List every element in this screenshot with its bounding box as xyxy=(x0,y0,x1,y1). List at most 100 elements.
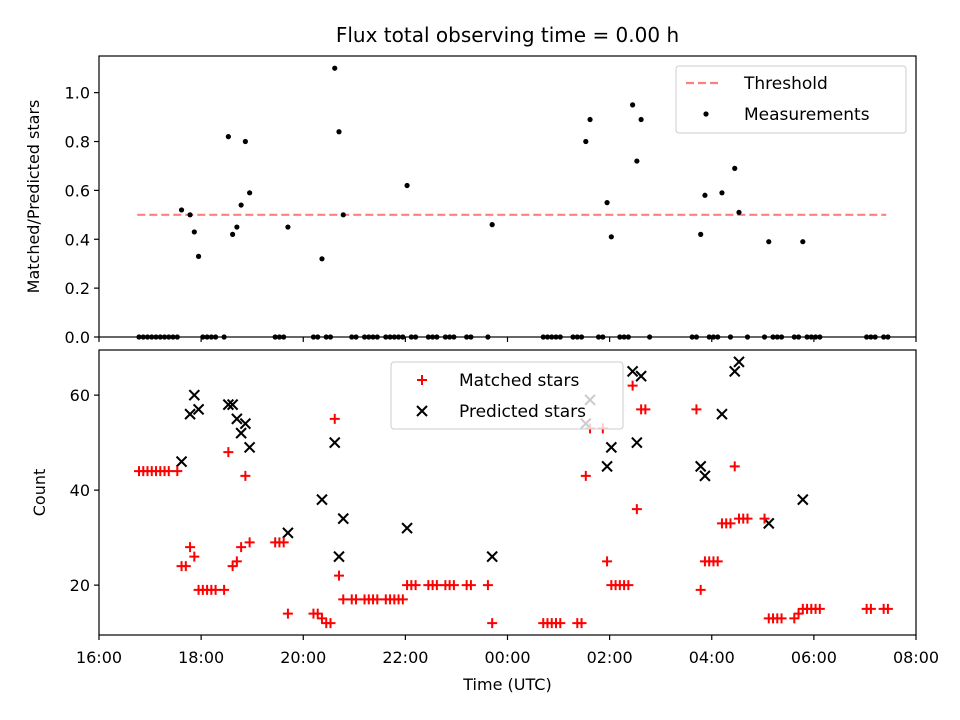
bottom-y-tick-label: 60 xyxy=(70,386,90,405)
matched-star-point xyxy=(712,556,723,567)
predicted-mark-stroke xyxy=(222,398,235,411)
measurement-point xyxy=(732,165,738,171)
measurement-point xyxy=(583,138,589,145)
top-y-tick-label: 1.0 xyxy=(65,84,90,103)
predicted-mark-stroke xyxy=(635,370,647,382)
matched-star-point xyxy=(223,447,234,458)
matched-star-point xyxy=(814,603,825,614)
top-y-tick-label: 0.6 xyxy=(65,181,90,200)
x-tick-label: 02:00 xyxy=(587,648,633,667)
predicted-star-point xyxy=(239,417,252,430)
matched-star-point xyxy=(448,580,459,591)
matched-star-point xyxy=(776,613,787,624)
predicted-mark-stroke xyxy=(733,356,745,368)
predicted-star-point xyxy=(231,413,243,425)
matched-star-point xyxy=(333,570,344,581)
matched-star-point xyxy=(623,580,634,591)
predicted-mark-stroke xyxy=(337,512,349,525)
measurement-point xyxy=(608,234,614,240)
matched-star-point xyxy=(163,466,174,477)
matched-star-point xyxy=(759,513,770,524)
legend-predicted-swatch xyxy=(416,405,428,417)
predicted-star-point xyxy=(235,427,247,439)
predicted-star-point xyxy=(401,522,413,534)
top-y-axis-label: Matched/Predicted stars xyxy=(24,100,43,294)
legend-measurements-label: Measurements xyxy=(744,105,870,125)
predicted-mark-stroke xyxy=(239,417,252,430)
matched-star-point xyxy=(351,594,362,605)
matched-star-point xyxy=(742,513,753,524)
predicted-star-point xyxy=(797,493,809,506)
top-panel: 0.0 0.2 0.4 0.6 0.8 1.0 Threshold Measurements xyxy=(65,55,917,347)
x-tick-label: 00:00 xyxy=(484,648,530,667)
matched-star-point xyxy=(882,603,893,614)
predicted-star-point xyxy=(733,356,745,368)
predicted-star-point xyxy=(184,408,196,420)
matched-star-point xyxy=(410,580,421,591)
predicted-star-point xyxy=(716,408,728,420)
legend-matched-label: Matched stars xyxy=(459,371,579,391)
predicted-mark-stroke xyxy=(716,408,728,420)
measurement-point xyxy=(285,224,291,230)
matched-star-point xyxy=(180,561,191,572)
measurement-point xyxy=(604,200,610,206)
matched-star-point xyxy=(231,556,242,567)
predicted-star-point xyxy=(337,512,349,525)
predicted-mark-stroke xyxy=(333,550,345,563)
matched-star-point xyxy=(602,556,613,567)
measurement-point xyxy=(736,209,742,215)
measurement-point xyxy=(634,158,640,164)
measurement-point xyxy=(638,116,644,123)
matched-star-point xyxy=(465,580,476,591)
predicted-mark-stroke xyxy=(175,455,188,468)
predicted-mark-stroke xyxy=(486,550,498,563)
predicted-star-point xyxy=(729,365,741,378)
matched-star-point xyxy=(865,603,876,614)
bottom-y-tick-label: 40 xyxy=(70,481,90,500)
top-y-tick-label: 0.8 xyxy=(65,133,90,152)
matched-star-point xyxy=(695,584,706,595)
matched-star-point xyxy=(631,504,642,515)
x-tick-label: 18:00 xyxy=(178,648,224,667)
measurement-point xyxy=(178,207,185,213)
measurement-point xyxy=(242,138,248,145)
x-tick-label: 04:00 xyxy=(689,648,735,667)
predicted-mark-stroke xyxy=(188,389,201,401)
x-tick-label: 20:00 xyxy=(280,648,326,667)
bottom-legend-box xyxy=(390,361,624,430)
matched-star-point xyxy=(278,537,289,548)
legend-predicted-stroke xyxy=(416,405,428,417)
legend-matched-swatch xyxy=(417,375,427,385)
predicted-star-point xyxy=(601,460,613,473)
matched-star-point xyxy=(189,551,200,562)
x-tick-label: 16:00 xyxy=(76,648,122,667)
predicted-star-point xyxy=(282,527,294,539)
predicted-mark-stroke xyxy=(231,413,243,425)
measurement-point xyxy=(230,231,236,237)
matched-star-point xyxy=(240,470,251,481)
predicted-star-point xyxy=(188,389,201,401)
predicted-star-point xyxy=(486,550,498,563)
measurement-point xyxy=(340,212,346,218)
matched-star-point xyxy=(397,594,408,605)
x-axis-label: Time (UTC) xyxy=(462,675,551,694)
predicted-mark-stroke xyxy=(626,365,639,378)
matched-star-point xyxy=(729,461,740,472)
legend-threshold-label: Threshold xyxy=(743,74,828,94)
predicted-mark-stroke xyxy=(401,522,413,534)
predicted-star-point xyxy=(631,436,643,449)
x-tick-label: 22:00 xyxy=(382,648,428,667)
matched-star-point xyxy=(640,404,651,415)
measurement-point xyxy=(489,222,495,228)
matched-star-point xyxy=(210,584,221,595)
predicted-star-point xyxy=(635,370,647,382)
predicted-star-point xyxy=(192,403,205,416)
measurement-point xyxy=(404,182,410,189)
measurement-point xyxy=(698,231,704,237)
top-legend-box xyxy=(675,65,907,134)
bottom-panel: 20 40 60 16:00 18:00 20:00 22:00 00:00 02:00 04:0… xyxy=(70,349,939,667)
predicted-mark-stroke xyxy=(226,398,239,411)
predicted-mark-stroke xyxy=(763,517,775,530)
predicted-mark-stroke xyxy=(235,427,247,439)
